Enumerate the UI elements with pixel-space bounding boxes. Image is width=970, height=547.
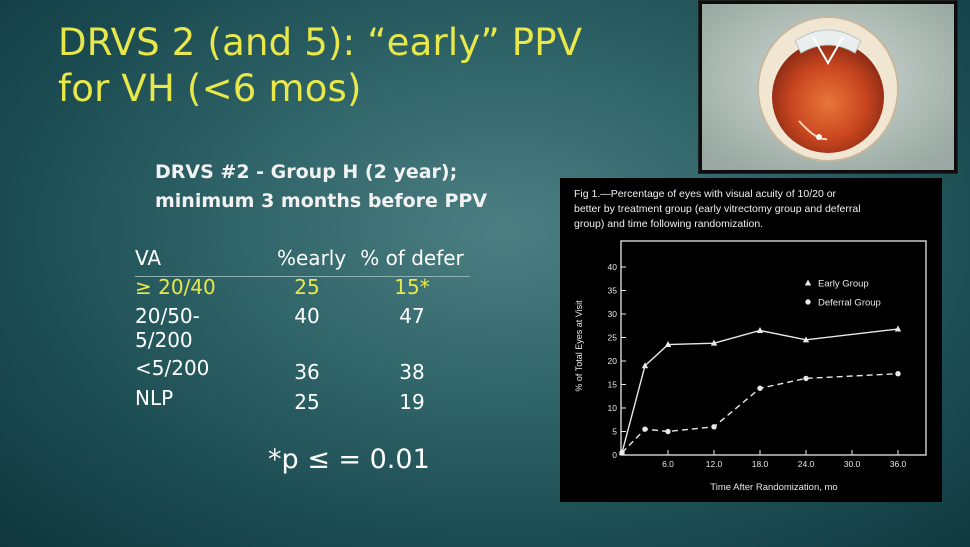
x-tick-label: 30.0: [844, 459, 861, 469]
caption-line-3: group) and time following randomization.: [574, 218, 764, 230]
caption-line-1: Fig 1.—Percentage of eyes with visual ac…: [574, 188, 837, 200]
x-tick-label: 36.0: [890, 459, 907, 469]
legend-circle-marker: [805, 299, 811, 305]
p-value-footnote: *p ≤ = 0.01: [268, 444, 430, 475]
line-chart: 0 5 10 15 20 25 30 35 40 6.0 12.0 18.0 24.0 30.0 36.0…: [574, 240, 927, 493]
slide-title-line-1: DRVS 2 (and 5): “early” PPV: [58, 21, 583, 64]
lens-shape: [794, 29, 862, 54]
vessel-line: [798, 120, 828, 141]
y-tick-label: 10: [608, 403, 618, 413]
deferral-point: [803, 375, 809, 382]
cell-early: 36: [294, 360, 320, 384]
cell-va: 20/50- 5/200: [135, 304, 200, 352]
cell-defer: 15*: [394, 275, 430, 299]
figure-caption: Fig 1.—Percentage of eyes with visual ac…: [574, 187, 934, 232]
cell-va: NLP: [135, 386, 174, 410]
eye-cross-section-photo: [698, 0, 958, 174]
early-point: [641, 362, 649, 369]
cell-va-line-2: 5/200: [135, 328, 193, 352]
y-tick-label: 20: [608, 356, 618, 366]
x-tick-label: 24.0: [798, 459, 815, 469]
legend-label: Deferral Group: [818, 298, 881, 309]
table-row: ≥ 20/40 25 15*: [135, 275, 470, 301]
chart-legend: Early Group Deferral Group: [804, 279, 881, 309]
legend-triangle-marker: [804, 279, 812, 286]
y-tick-label: 5: [612, 427, 617, 437]
x-tick-label: 12.0: [706, 459, 723, 469]
cell-va: <5/200: [135, 356, 210, 380]
x-axis-label: Time After Randomization, mo: [710, 482, 837, 493]
cell-early: 25: [294, 390, 320, 414]
slide-title: DRVS 2 (and 5): “early” PPV for VH (<6 m…: [58, 20, 582, 112]
y-tick-label: 40: [608, 262, 618, 272]
deferral-point: [895, 370, 901, 377]
early-point: [802, 336, 810, 343]
cell-va: ≥ 20/40: [135, 275, 216, 299]
subtitle-line-1: DRVS #2 - Group H (2 year);: [155, 161, 458, 183]
x-tick-label: 18.0: [752, 459, 769, 469]
y-tick-label: 25: [608, 333, 618, 343]
header-divider: [135, 276, 470, 277]
deferral-point: [757, 385, 763, 391]
early-point: [756, 326, 764, 333]
table-row: 20/50- 5/200 40 47: [135, 304, 470, 354]
y-axis-label: % of Total Eyes at Visit: [574, 300, 584, 392]
cell-early: 40: [294, 304, 320, 328]
header-defer: % of defer: [360, 246, 464, 270]
subtitle-line-2: minimum 3 months before PPV: [155, 190, 488, 212]
eye-illustration: [702, 4, 954, 170]
chart-series: [618, 325, 902, 456]
early-point: [894, 325, 902, 332]
y-tick-label: 0: [612, 450, 617, 460]
header-va: VA: [135, 246, 162, 270]
x-tick-label: 6.0: [662, 459, 674, 469]
y-tick-label: 15: [608, 380, 618, 390]
cell-defer: 47: [399, 304, 425, 328]
y-axis-ticks: 0 5 10 15 20 25 30 35 40: [608, 262, 626, 460]
early-point: [710, 339, 718, 346]
legend-label: Early Group: [818, 279, 869, 290]
vitreous-strands: [812, 36, 844, 66]
y-tick-label: 30: [608, 309, 618, 319]
header-early: %early: [277, 246, 347, 270]
deferral-point: [665, 428, 671, 435]
plot-frame: [620, 240, 927, 456]
table-header-row: VA %early % of defer: [135, 246, 470, 276]
table-row: <5/200 36 38: [135, 356, 470, 384]
x-axis-ticks: 6.0 12.0 18.0 24.0 30.0 36.0: [662, 450, 907, 469]
early-point: [664, 341, 672, 348]
table-subtitle: DRVS #2 - Group H (2 year); minimum 3 mo…: [155, 158, 487, 216]
caption-line-2: better by treatment group (early vitrect…: [574, 203, 861, 215]
slide-title-line-2: for VH (<6 mos): [58, 67, 362, 110]
y-tick-label: 35: [608, 286, 618, 296]
optic-disc-mark: [816, 134, 822, 140]
table-row: NLP 25 19: [135, 386, 470, 414]
figure-panel: Fig 1.—Percentage of eyes with visual ac…: [560, 178, 942, 502]
fundus-shape: [772, 41, 884, 153]
series-line-deferral: [621, 372, 899, 454]
cell-va-line-1: 20/50-: [135, 304, 200, 328]
deferral-point: [619, 449, 625, 456]
cell-early: 25: [294, 275, 320, 299]
deferral-point: [711, 424, 717, 430]
cell-defer: 19: [399, 390, 425, 414]
deferral-point: [642, 426, 648, 432]
cell-defer: 38: [399, 360, 425, 384]
visual-acuity-table: VA %early % of defer ≥ 20/40 25 15* 20/5…: [135, 246, 470, 414]
